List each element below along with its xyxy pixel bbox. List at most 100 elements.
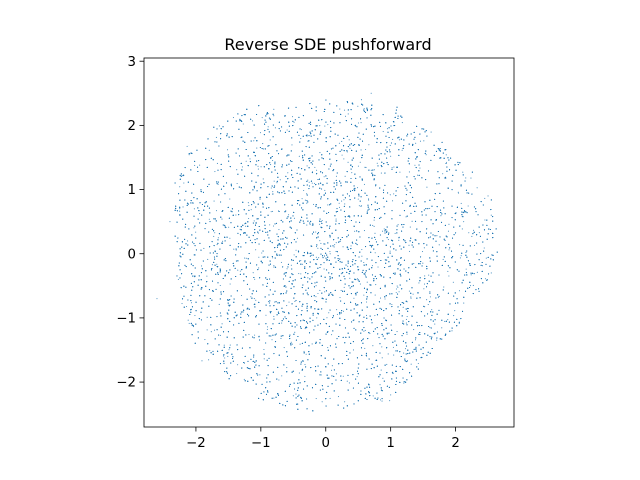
scatter-point	[240, 137, 242, 139]
scatter-point	[272, 159, 274, 162]
scatter-point	[269, 311, 271, 313]
scatter-point	[380, 172, 382, 174]
scatter-point	[381, 357, 383, 359]
scatter-point	[347, 265, 349, 267]
scatter-point	[306, 193, 308, 195]
scatter-point	[373, 169, 375, 171]
scatter-point	[261, 252, 263, 254]
scatter-point	[185, 305, 188, 308]
scatter-point	[389, 144, 391, 146]
scatter-point	[273, 315, 275, 317]
scatter-point	[459, 257, 461, 259]
scatter-point	[255, 249, 257, 251]
scatter-point	[265, 314, 267, 316]
scatter-point	[269, 224, 271, 226]
scatter-point	[398, 291, 400, 293]
scatter-point	[303, 350, 305, 352]
scatter-point	[445, 154, 447, 156]
scatter-point	[253, 298, 255, 300]
scatter-point	[240, 294, 243, 297]
scatter-point	[473, 244, 476, 246]
scatter-point	[364, 329, 366, 332]
scatter-point	[213, 200, 215, 202]
scatter-point	[445, 161, 448, 163]
scatter-point	[214, 232, 216, 234]
scatter-point	[310, 254, 312, 256]
scatter-point	[391, 303, 393, 306]
scatter-point	[300, 137, 302, 140]
scatter-point	[214, 170, 216, 173]
scatter-point	[327, 204, 329, 206]
scatter-point	[188, 154, 190, 156]
scatter-point	[376, 162, 378, 164]
scatter-point	[423, 247, 425, 249]
scatter-point	[368, 199, 370, 201]
scatter-point	[414, 164, 416, 166]
scatter-point	[389, 194, 391, 196]
scatter-point	[319, 223, 321, 225]
scatter-point	[244, 223, 246, 225]
scatter-point	[222, 355, 225, 357]
scatter-point	[253, 140, 255, 142]
scatter-point	[337, 396, 340, 398]
scatter-point	[319, 240, 321, 242]
scatter-point	[342, 375, 344, 377]
scatter-point	[312, 203, 315, 205]
scatter-point	[213, 329, 216, 331]
scatter-point	[274, 127, 276, 129]
scatter-point	[304, 328, 306, 330]
scatter-point	[250, 209, 252, 211]
scatter-point	[448, 275, 450, 277]
scatter-point	[217, 183, 219, 185]
scatter-point	[484, 278, 487, 280]
scatter-point	[272, 257, 274, 259]
scatter-point	[335, 218, 337, 220]
scatter-point	[478, 232, 480, 234]
scatter-point	[411, 220, 413, 222]
scatter-point	[484, 219, 486, 221]
scatter-point	[359, 161, 361, 163]
scatter-point	[364, 275, 366, 277]
scatter-point	[227, 355, 229, 358]
scatter-point	[327, 124, 329, 126]
scatter-point	[369, 332, 371, 335]
scatter-point	[306, 224, 308, 226]
scatter-point	[259, 132, 262, 134]
scatter-point	[270, 164, 272, 166]
scatter-point	[258, 256, 260, 258]
scatter-point	[276, 182, 278, 184]
scatter-point	[396, 331, 398, 333]
scatter-point	[395, 292, 397, 294]
scatter-point	[347, 113, 349, 115]
scatter-point	[315, 296, 317, 298]
scatter-point	[288, 214, 290, 216]
scatter-point	[311, 182, 313, 184]
scatter-point	[295, 249, 297, 251]
scatter-point	[374, 315, 376, 317]
scatter-point	[201, 360, 203, 362]
scatter-point	[457, 191, 459, 193]
scatter-point	[358, 205, 360, 207]
scatter-point	[393, 354, 395, 356]
scatter-point	[460, 255, 462, 257]
scatter-point	[428, 274, 430, 276]
scatter-point	[219, 284, 221, 287]
scatter-point	[476, 187, 478, 189]
scatter-point	[366, 281, 368, 283]
scatter-point	[287, 172, 289, 174]
scatter-point	[272, 191, 274, 193]
scatter-point	[254, 278, 256, 280]
scatter-point	[349, 147, 351, 149]
scatter-point	[357, 165, 359, 167]
scatter-point	[244, 257, 246, 259]
scatter-point	[291, 116, 294, 118]
scatter-point	[379, 384, 381, 386]
chart-title: Reverse SDE pushforward	[224, 35, 431, 54]
scatter-point	[324, 243, 326, 245]
scatter-point	[245, 160, 247, 162]
scatter-point	[236, 182, 238, 185]
scatter-point	[321, 219, 323, 222]
scatter-point	[364, 166, 366, 168]
scatter-point	[331, 334, 333, 336]
scatter-point	[452, 281, 454, 283]
